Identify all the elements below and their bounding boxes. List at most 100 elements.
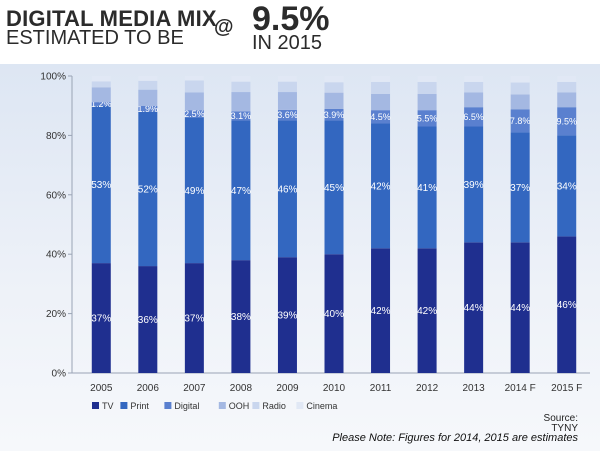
data-label-tv: 37%	[184, 314, 204, 325]
bar-segment-tv	[91, 263, 111, 373]
x-tick-label: 2010	[323, 383, 346, 394]
bar-segment-tv	[371, 248, 391, 373]
data-label-digital: 3.9%	[324, 110, 345, 120]
bar-segment-digital	[184, 110, 204, 118]
bar-segment-radio	[324, 82, 344, 93]
data-label-tv: 38%	[231, 312, 251, 323]
bar-segment-digital	[91, 102, 111, 106]
bar-segment-ooh	[510, 94, 530, 110]
data-label-digital: 3.6%	[277, 110, 298, 120]
bar-segment-tv	[324, 254, 344, 373]
x-tick-label: 2014 F	[505, 383, 536, 394]
estimate-footnote: Please Note: Figures for 2014, 2015 are …	[332, 432, 578, 444]
bar-segment-print	[184, 117, 204, 264]
legend-swatch-ooh	[218, 402, 226, 409]
bar-segment-cinema	[464, 76, 484, 82]
bar-segment-radio	[91, 81, 111, 88]
bar-segment-digital	[231, 111, 251, 121]
bar-segment-cinema	[91, 76, 111, 82]
data-label-print: 34%	[557, 181, 577, 192]
data-label-print: 53%	[91, 180, 111, 191]
bar-segment-digital	[138, 105, 158, 112]
data-label-print: 45%	[324, 183, 344, 194]
x-tick-label: 2009	[276, 383, 299, 394]
bar-segment-ooh	[324, 92, 344, 109]
bar-segment-digital	[417, 110, 437, 127]
bar-segment-cinema	[417, 76, 437, 82]
data-label-print: 41%	[417, 183, 437, 194]
bar-segment-ooh	[464, 92, 484, 108]
bar-segment-cinema	[231, 76, 251, 82]
legend-swatch-tv	[92, 402, 99, 409]
legend-swatch-radio	[252, 402, 260, 409]
data-label-tv: 39%	[277, 311, 297, 322]
bar-segment-radio	[464, 81, 484, 93]
bar-segment-digital	[371, 110, 391, 124]
y-tick-label: 0%	[52, 369, 67, 380]
bar-segment-ooh	[417, 93, 437, 111]
bar-segment-radio	[277, 81, 297, 93]
x-tick-label: 2011	[370, 383, 392, 394]
bar-segment-tv	[184, 263, 204, 373]
data-label-tv: 44%	[510, 303, 530, 314]
bar-segment-print	[324, 120, 344, 255]
data-label-tv: 40%	[324, 309, 344, 320]
bar-segment-cinema	[138, 76, 158, 81]
legend-swatch-print	[120, 402, 128, 409]
y-tick-label: 20%	[46, 309, 66, 320]
legend-label-digital: Digital	[174, 401, 199, 411]
bar-segment-tv	[557, 236, 577, 373]
bar-segment-ooh	[184, 92, 204, 111]
highlight-value: 9.5%	[252, 0, 330, 38]
source-label: Source:	[543, 413, 578, 424]
data-label-print: 37%	[510, 183, 530, 194]
bar-segment-cinema	[371, 76, 391, 82]
bar-segment-radio	[231, 81, 251, 93]
data-label-digital: 5.5%	[417, 113, 438, 123]
x-tick-label: 2008	[230, 383, 253, 394]
data-label-digital: 4.5%	[370, 112, 391, 122]
bar-segment-tv	[510, 242, 530, 373]
x-tick-label: 2006	[137, 383, 160, 394]
bar-segment-digital	[510, 109, 530, 133]
bar-segment-radio	[138, 80, 158, 90]
bar-segment-print	[91, 105, 111, 264]
x-tick-label: 2015 F	[551, 383, 582, 394]
bar-segment-tv	[231, 260, 251, 373]
bar-segment-cinema	[557, 76, 577, 82]
bar-segment-ooh	[557, 92, 577, 108]
data-label-tv: 42%	[371, 306, 391, 317]
bar-segment-digital	[557, 107, 577, 136]
bar-segment-digital	[324, 108, 344, 121]
data-label-tv: 42%	[417, 306, 437, 317]
bar-segment-tv	[417, 248, 437, 373]
bar-segment-digital	[277, 109, 297, 121]
chart-title: DIGITAL MEDIA MIX	[6, 6, 217, 31]
bar-segment-print	[557, 135, 577, 237]
x-tick-label: 2012	[416, 383, 439, 394]
bar-segment-tv	[464, 242, 484, 373]
bar-segment-cinema	[510, 76, 530, 83]
bar-segment-ooh	[231, 92, 251, 112]
source-note: Source: TYNY	[544, 414, 578, 434]
x-tick-label: 2013	[463, 383, 486, 394]
bar-segment-cinema	[184, 76, 204, 81]
source-name: TYNY	[551, 423, 578, 434]
legend-swatch-cinema	[296, 402, 304, 409]
bar-segment-radio	[510, 82, 530, 95]
legend-label-ooh: OOH	[229, 401, 250, 411]
bar-segment-cinema	[277, 76, 297, 82]
bar-segment-radio	[417, 81, 437, 94]
data-label-tv: 36%	[138, 315, 158, 326]
data-label-print: 46%	[277, 184, 297, 195]
data-label-digital: 2.5%	[184, 109, 205, 119]
data-label-tv: 44%	[464, 303, 484, 314]
bar-segment-ooh	[277, 92, 297, 110]
data-label-digital: 3.1%	[231, 111, 252, 121]
y-tick-label: 80%	[46, 131, 66, 142]
legend-swatch-digital	[164, 402, 172, 409]
x-tick-label: 2005	[90, 383, 113, 394]
data-label-print: 42%	[371, 181, 391, 192]
